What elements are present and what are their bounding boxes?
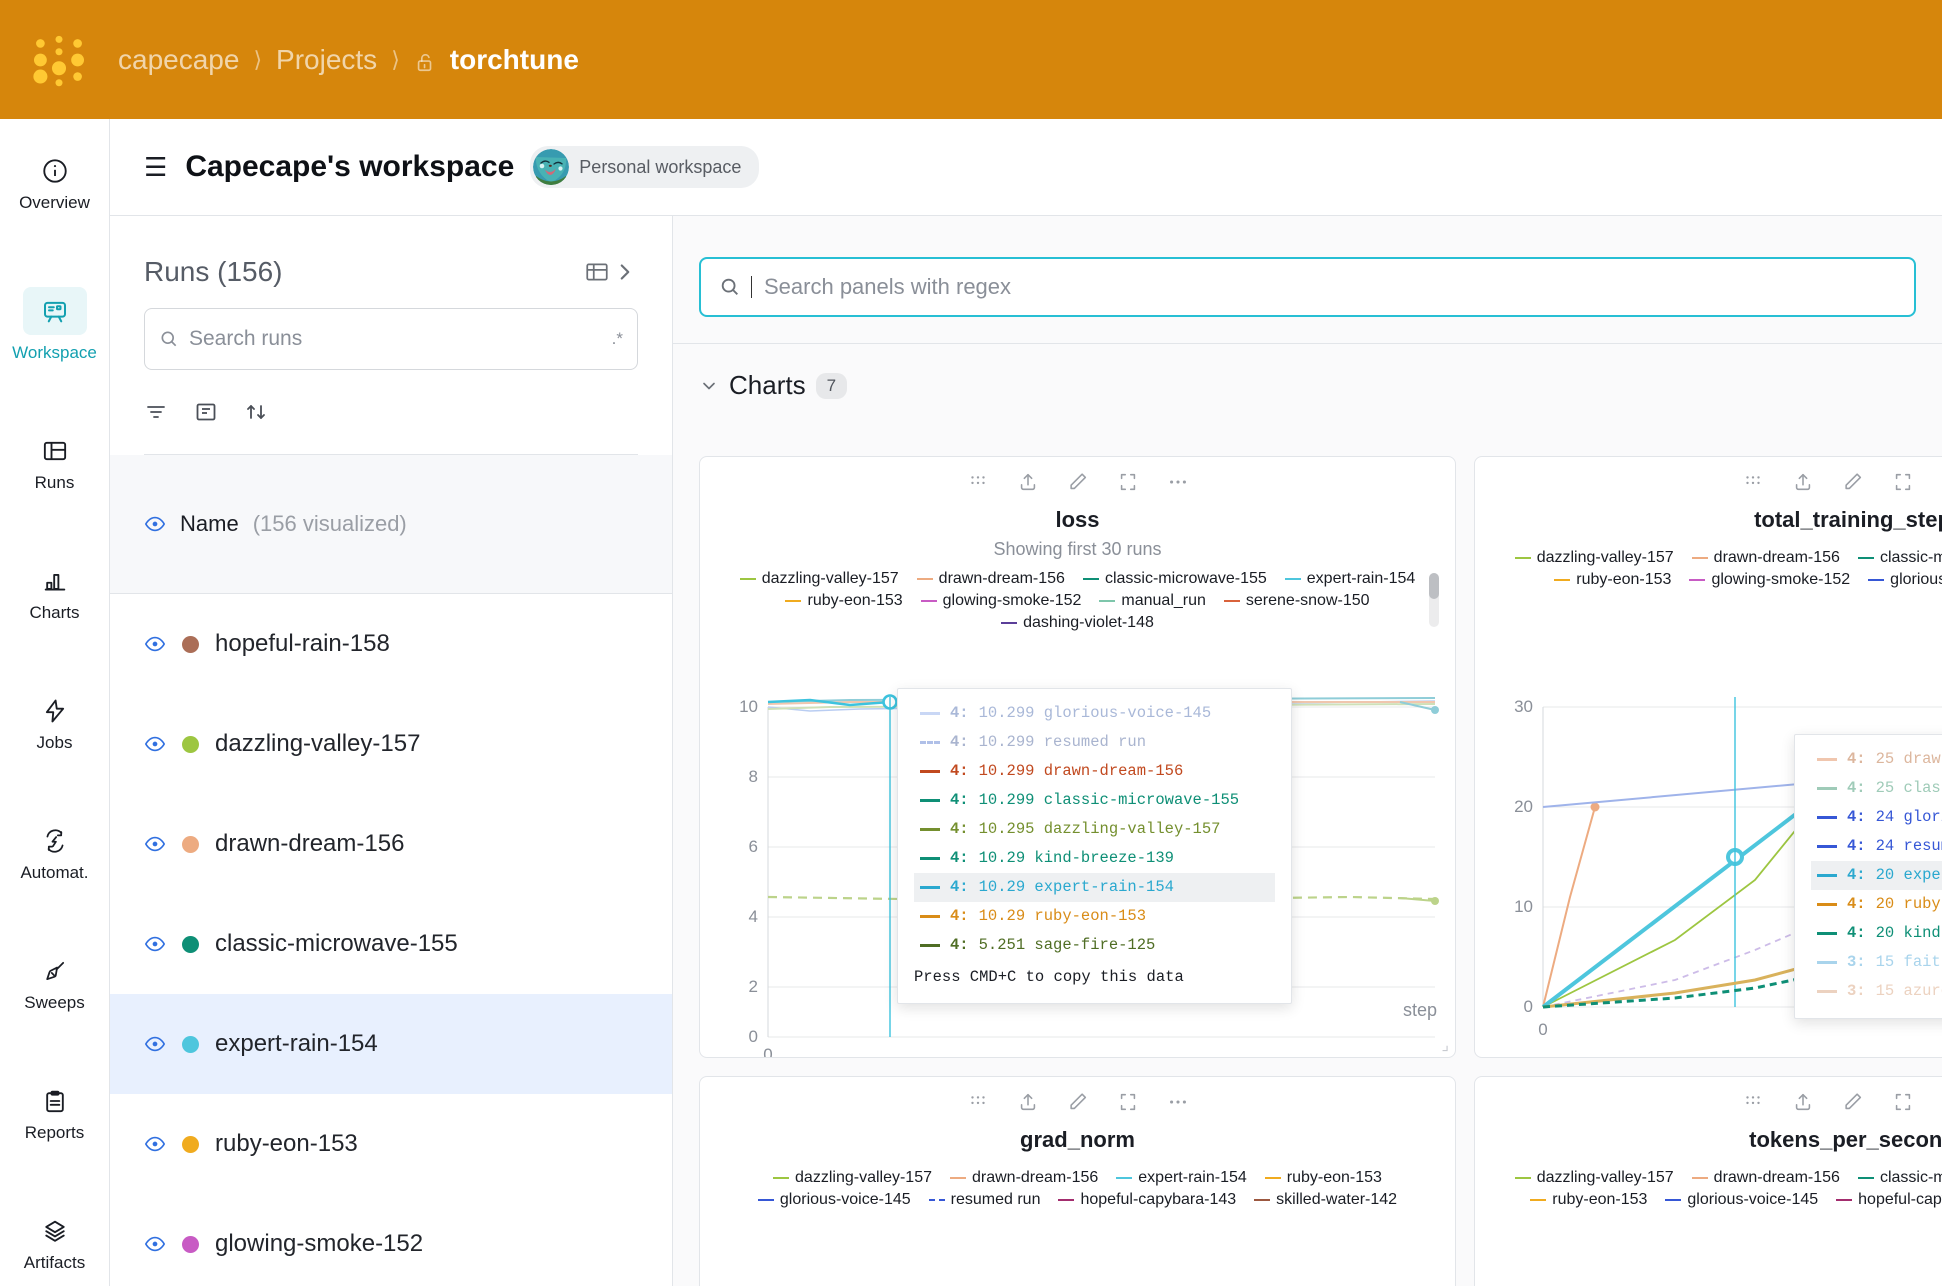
svg-text:2: 2 <box>749 977 758 996</box>
svg-text:8: 8 <box>749 767 758 786</box>
svg-text:0: 0 <box>749 1027 758 1046</box>
svg-text:0: 0 <box>1524 997 1533 1016</box>
svg-text:4: 4 <box>749 907 758 926</box>
svg-text:10: 10 <box>1514 897 1533 916</box>
svg-text:0: 0 <box>1538 1020 1547 1039</box>
svg-text:10: 10 <box>739 697 758 716</box>
svg-text:20: 20 <box>1514 797 1533 816</box>
svg-text:0: 0 <box>763 1045 772 1058</box>
svg-text:6: 6 <box>749 837 758 856</box>
svg-text:30: 30 <box>1514 697 1533 716</box>
